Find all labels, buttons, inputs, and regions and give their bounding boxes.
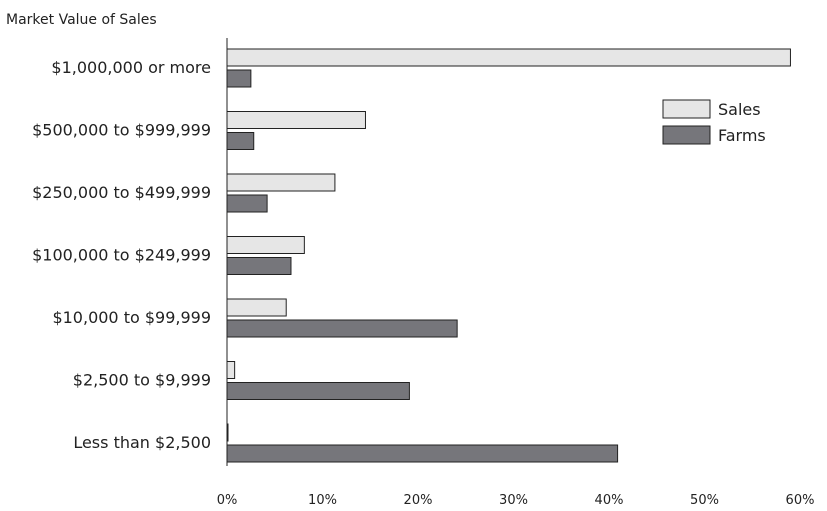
bar-farms-4 — [226, 319, 458, 338]
bar-farms-2 — [226, 194, 268, 213]
category-label: Less than $2,500 — [73, 433, 211, 452]
bar-sales-2 — [226, 173, 336, 192]
category-label: $2,500 to $9,999 — [73, 371, 211, 390]
bar-farms-1 — [226, 132, 255, 150]
bar-sales-3 — [226, 236, 305, 254]
bar-sales-5 — [226, 361, 236, 379]
bar-sales-4 — [226, 298, 287, 317]
legend-label-sales: Sales — [718, 100, 761, 119]
x-tick-label: 40% — [595, 493, 624, 508]
legend-swatch-farms — [662, 125, 711, 145]
legend: Sales Farms — [662, 99, 766, 145]
category-label: $250,000 to $499,999 — [32, 183, 211, 202]
bar-farms-3 — [226, 257, 292, 275]
x-tick-label: 60% — [786, 493, 815, 508]
bar-sales-1 — [226, 111, 366, 129]
x-tick-label: 10% — [308, 493, 337, 508]
bar-sales-0 — [226, 48, 791, 67]
x-tick-label: 30% — [499, 493, 528, 508]
legend-swatch-sales — [662, 99, 711, 119]
category-label: $500,000 to $999,999 — [32, 121, 211, 140]
bar-farms-5 — [226, 382, 410, 400]
legend-label-farms: Farms — [718, 126, 766, 145]
x-axis-ticks: 0% 10% 20% 30% 40% 50% 60% — [217, 493, 815, 508]
category-label: $10,000 to $99,999 — [52, 308, 211, 327]
bar-farms-6 — [226, 444, 619, 463]
y-axis-title: Market Value of Sales — [6, 12, 157, 28]
category-labels: $1,000,000 or more $500,000 to $999,999 $2… — [32, 58, 211, 452]
x-tick-label: 20% — [404, 493, 433, 508]
x-tick-label: 50% — [690, 493, 719, 508]
category-label: $100,000 to $249,999 — [32, 246, 211, 265]
x-tick-label: 0% — [217, 493, 238, 508]
category-label: $1,000,000 or more — [51, 58, 211, 77]
bar-farms-0 — [226, 69, 252, 88]
